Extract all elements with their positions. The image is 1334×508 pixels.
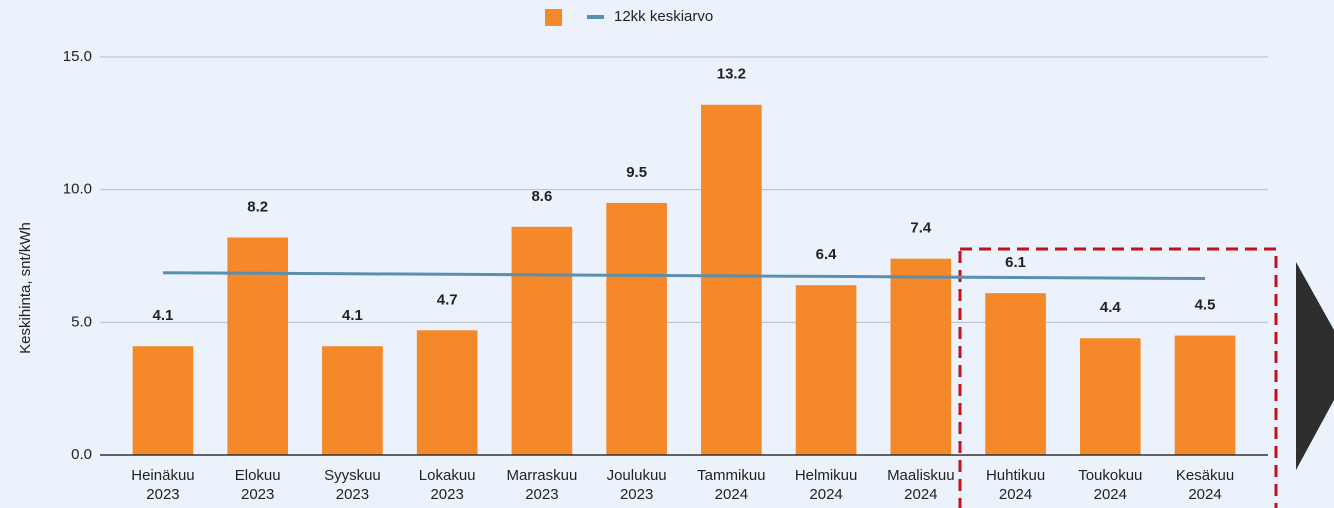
bar bbox=[322, 346, 383, 455]
bar bbox=[795, 285, 857, 455]
data-label: 8.6 bbox=[531, 188, 552, 205]
x-tick-label: Tammikuu 2024 bbox=[697, 467, 766, 503]
bar bbox=[132, 346, 194, 455]
x-tick-label: Huhtikuu 2024 bbox=[985, 467, 1046, 503]
bar bbox=[701, 104, 762, 455]
bar bbox=[227, 237, 289, 455]
y-tick-label: 15.0 bbox=[63, 48, 92, 65]
bar bbox=[1079, 338, 1141, 455]
data-label: 4.1 bbox=[342, 307, 363, 324]
legend-label: 12kk keskiarvo bbox=[614, 8, 713, 25]
data-label: 9.5 bbox=[626, 164, 647, 181]
bar bbox=[1174, 335, 1236, 455]
x-tick-label: Maaliskuu 2024 bbox=[887, 467, 955, 503]
bar bbox=[416, 330, 478, 455]
data-label: 13.2 bbox=[717, 66, 746, 83]
y-tick-label: 0.0 bbox=[71, 446, 92, 463]
y-axis-label: Keskihinta, snt/kWh bbox=[17, 222, 34, 354]
data-label: 4.7 bbox=[437, 291, 458, 308]
y-tick-label: 10.0 bbox=[63, 181, 92, 198]
data-label: 4.4 bbox=[1100, 299, 1122, 316]
data-label: 8.2 bbox=[247, 198, 268, 215]
y-tick-label: 5.0 bbox=[71, 313, 92, 330]
data-label: 4.1 bbox=[153, 307, 174, 324]
x-tick-label: Joulukuu 2023 bbox=[606, 467, 667, 503]
x-tick-label: Syyskuu 2023 bbox=[324, 467, 381, 503]
bar bbox=[511, 226, 573, 455]
bar bbox=[890, 258, 952, 455]
average-line bbox=[162, 271, 1206, 281]
x-tick-label: Helmikuu 2024 bbox=[794, 467, 858, 503]
x-tick-label: Marraskuu 2023 bbox=[506, 467, 578, 503]
data-label: 6.1 bbox=[1005, 254, 1026, 271]
x-tick-label: Kesäkuu 2024 bbox=[1175, 467, 1235, 503]
data-label: 7.4 bbox=[910, 220, 932, 237]
highlight-box bbox=[958, 247, 1278, 508]
arrow bbox=[1296, 262, 1334, 470]
data-label: 6.4 bbox=[816, 246, 838, 263]
legend-swatch bbox=[545, 9, 562, 26]
bar bbox=[985, 293, 1046, 455]
x-tick-label: Toukokuu 2024 bbox=[1078, 467, 1143, 503]
data-label: 4.5 bbox=[1195, 297, 1216, 314]
x-tick-label: Heinäkuu 2023 bbox=[131, 467, 195, 503]
bar bbox=[606, 202, 667, 455]
x-tick-label: Lokakuu 2023 bbox=[418, 467, 476, 503]
x-tick-label: Elokuu 2023 bbox=[234, 467, 281, 503]
